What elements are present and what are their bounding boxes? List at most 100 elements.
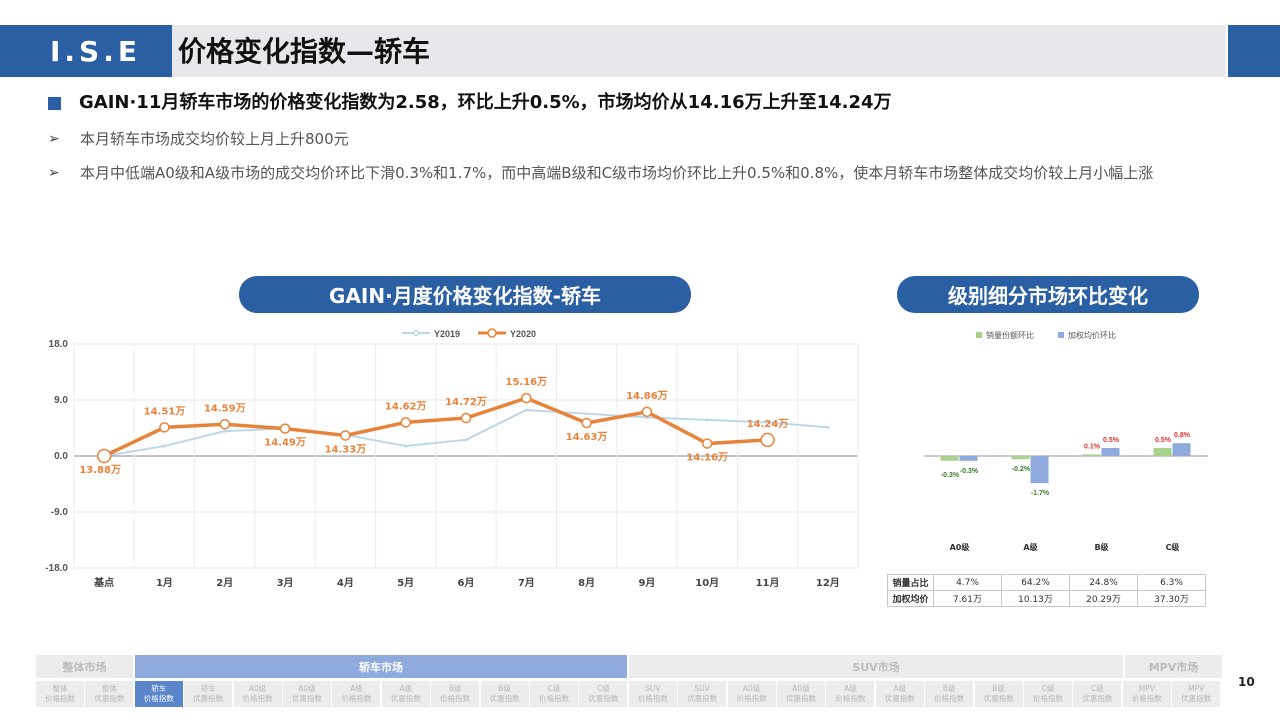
nav-group-overall[interactable]: 整体市场 (36, 655, 133, 678)
data-point-y2019 (404, 444, 408, 448)
bar (1030, 456, 1049, 484)
main-bullet-text: GAIN·11月轿车市场的价格变化指数为2.58，环比上升0.5%，市场均价从1… (79, 92, 892, 113)
nav-item-label: 轿车 (200, 684, 216, 693)
x-tick-label: 3月 (277, 577, 294, 589)
table-row: 销量占比 4.7% 64.2% 24.8% 6.3% (887, 574, 1206, 591)
nav-item[interactable]: A级 优惠指数 (875, 681, 924, 707)
data-point-y2020 (340, 430, 351, 441)
data-point-y2019 (705, 418, 709, 422)
nav-item-label: 优惠指数 (983, 694, 1014, 703)
nav-item-label: MPV (1188, 684, 1205, 693)
data-label: 14.51万 (144, 405, 186, 417)
nav-item[interactable]: C级 优惠指数 (579, 681, 628, 707)
bar (1153, 448, 1172, 456)
nav-item[interactable]: 轿车 价格指数 (134, 681, 183, 707)
nav-item-label: MPV (1138, 684, 1155, 693)
nav-item-label: 优惠指数 (390, 694, 421, 703)
nav-item-label: C级 (1091, 684, 1104, 693)
y-tick-label: 0.0 (54, 451, 68, 462)
row-header: 加权均价 (887, 590, 934, 607)
nav-item-label: A级 (350, 684, 363, 693)
data-point-y2020 (701, 438, 713, 449)
x-tick-label: 9月 (638, 577, 655, 589)
nav-item[interactable]: A级 价格指数 (332, 681, 381, 707)
data-point-y2019 (524, 408, 528, 412)
x-tick-label: 7月 (518, 577, 535, 589)
nav-item[interactable]: 整体 优惠指数 (85, 681, 134, 707)
nav-item[interactable]: B级 优惠指数 (480, 681, 529, 707)
nav-item[interactable]: B级 优惠指数 (974, 681, 1023, 707)
nav-item[interactable]: C级 优惠指数 (1073, 681, 1122, 707)
data-label: 13.88万 (79, 464, 121, 476)
nav-item[interactable]: 轿车 优惠指数 (184, 681, 233, 707)
legend-label: 销量份额环比 (986, 330, 1034, 340)
nav-item-label: C级 (547, 684, 561, 693)
data-point-y2020 (760, 432, 775, 448)
legend-label: Y2020 (510, 329, 536, 339)
data-point-y2020 (460, 412, 472, 424)
data-label: 14.86万 (626, 390, 668, 402)
nav-item-label: SUV (645, 684, 661, 693)
data-label: 0.1% (1084, 443, 1101, 450)
nav-item[interactable]: B级 价格指数 (431, 681, 480, 707)
x-tick-label: 10月 (695, 577, 719, 589)
nav-item[interactable]: A0级 价格指数 (233, 681, 282, 707)
header-bar (172, 25, 1226, 77)
nav-item-label: 整体 (101, 684, 117, 693)
nav-item-label: 价格指数 (242, 694, 273, 703)
data-label: 14.72万 (445, 396, 487, 408)
data-point-y2020 (581, 417, 592, 429)
data-label: 0.5% (1103, 437, 1120, 444)
nav-item[interactable]: C级 价格指数 (1024, 681, 1072, 707)
nav-item[interactable]: MPV 价格指数 (1122, 681, 1171, 707)
data-point-y2020 (159, 422, 170, 433)
nav-item-label: 优惠指数 (884, 694, 915, 703)
sub-bullet-1: ➢ 本月轿车市场成交均价较上月上升800元 (48, 127, 1248, 152)
nav-group-sedan[interactable]: 轿车市场 (135, 655, 627, 678)
nav-item[interactable]: A级 优惠指数 (381, 681, 430, 707)
nav-item-label: A0级 (742, 684, 761, 693)
nav-item-label: B级 (942, 684, 956, 693)
legend-label: Y2019 (434, 329, 460, 339)
nav-item[interactable]: A级 价格指数 (826, 681, 875, 707)
nav-item[interactable]: B级 价格指数 (925, 681, 974, 707)
nav-item-label: 整体 (52, 684, 68, 693)
data-point-y2020 (279, 423, 291, 434)
nav-group-suv[interactable]: SUV市场 (629, 655, 1123, 678)
nav-item[interactable]: SUV 价格指数 (628, 681, 677, 707)
table-cell: 4.7% (933, 574, 1002, 591)
table-row: 加权均价 7.61万 10.13万 20.29万 37.30万 (887, 590, 1206, 607)
y-tick-label: -18.0 (45, 563, 68, 574)
data-point-y2020 (219, 419, 231, 430)
table-cell: 37.30万 (1137, 590, 1206, 607)
nav-item-label: 价格指数 (835, 694, 866, 703)
y-tick-label: 18.0 (49, 339, 69, 350)
data-label: 14.59万 (204, 402, 246, 414)
x-tick-label: C级 (1166, 542, 1181, 552)
sub-bullet-text-1: 本月轿车市场成交均价较上月上升800元 (80, 130, 349, 148)
nav-item[interactable]: A0级 优惠指数 (777, 681, 825, 707)
data-point-y2020 (521, 392, 532, 404)
x-tick-label: A级 (1023, 542, 1038, 552)
nav-item[interactable]: SUV 优惠指数 (678, 681, 727, 707)
data-label: -0.3% (960, 468, 979, 475)
sub-bullet-2: ➢ 本月中低端A0级和A级市场的成交均价环比下滑0.3%和1.7%，而中高端B级… (48, 161, 1248, 186)
legend-marker (412, 329, 420, 337)
nav-group-mpv[interactable]: MPV市场 (1125, 655, 1222, 678)
nav-item-label: 优惠指数 (489, 694, 520, 703)
x-tick-label: B级 (1094, 542, 1109, 552)
x-tick-label: 11月 (756, 577, 780, 589)
nav-item[interactable]: A0级 价格指数 (727, 681, 776, 707)
nav-item[interactable]: C级 价格指数 (530, 681, 578, 707)
nav-item[interactable]: A0级 优惠指数 (283, 681, 331, 707)
nav-item-label: 优惠指数 (193, 694, 224, 703)
nav-item[interactable]: 整体 价格指数 (36, 681, 84, 707)
legend-marker (487, 328, 497, 338)
series-line-y2020 (103, 396, 768, 458)
data-label: 14.49万 (264, 437, 306, 449)
data-point-y2019 (162, 444, 166, 448)
nav-item-label: A0级 (298, 684, 316, 693)
nav-item-label: 价格指数 (440, 694, 471, 703)
nav-item[interactable]: MPV 优惠指数 (1172, 681, 1221, 707)
data-label: 0.8% (1174, 432, 1191, 439)
